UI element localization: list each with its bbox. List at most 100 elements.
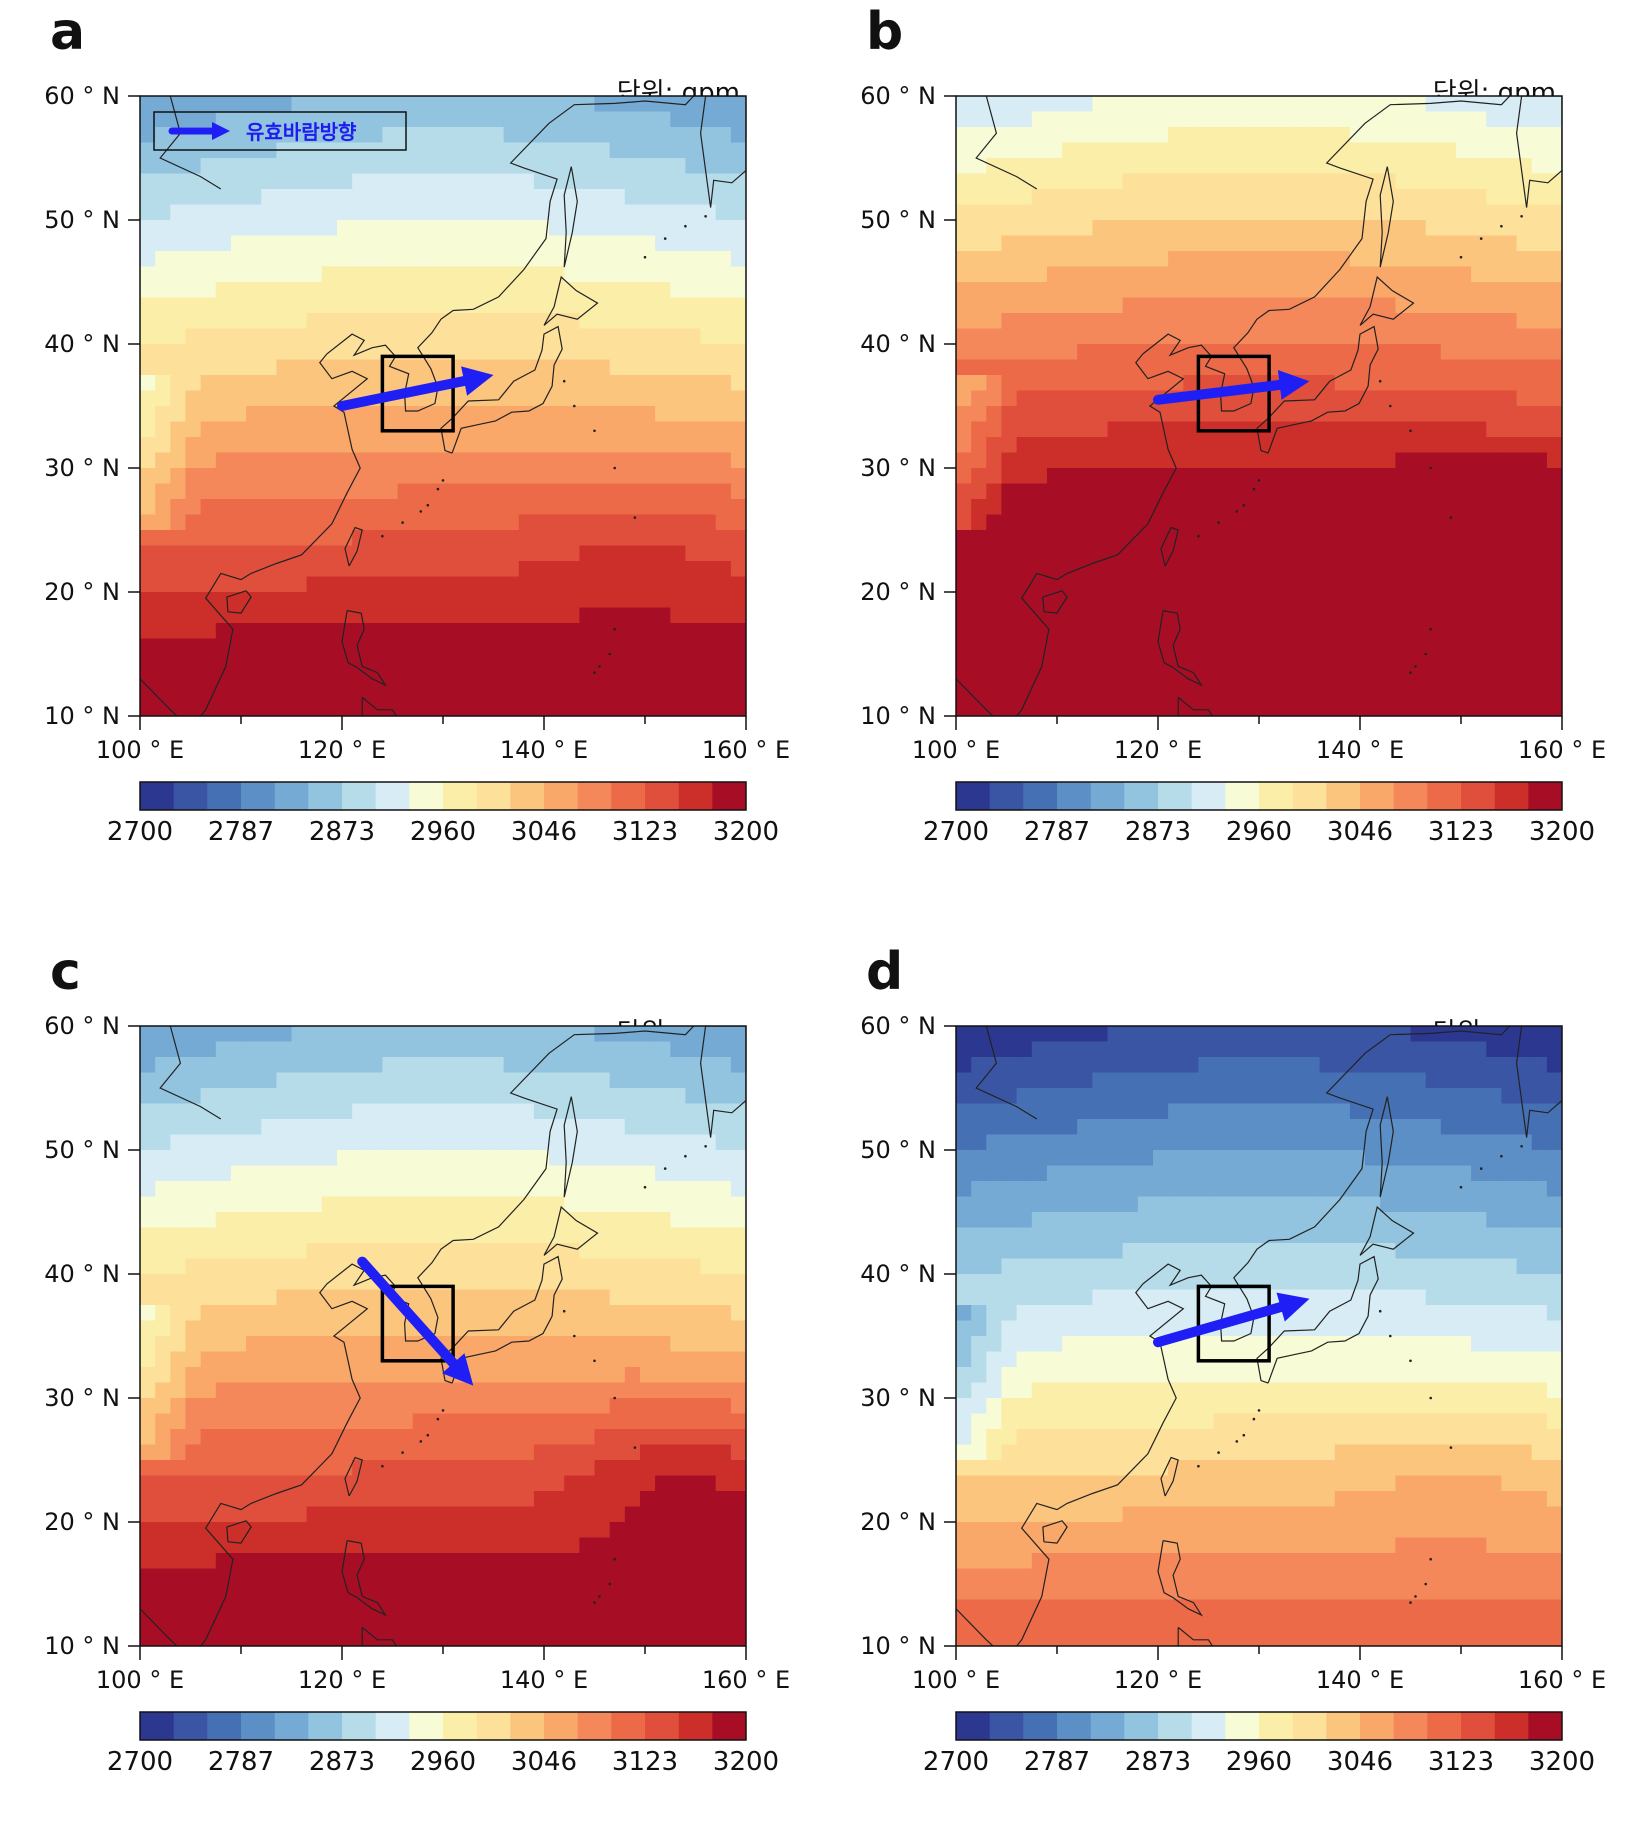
colorbar: 2700 2787 2873 2960 3046 3123 3200 (923, 1711, 1595, 1777)
lat-label: 10 ° N (44, 1632, 120, 1660)
colorbar-label: 3123 (1428, 1747, 1494, 1777)
lon-label: 100 ° E (96, 1666, 184, 1694)
colorbar-segment (476, 782, 511, 810)
lon-label: 120 ° E (1114, 736, 1202, 764)
colorbar-segment (1393, 782, 1428, 810)
colorbar: 2700 2787 2873 2960 3046 3123 3200 (923, 781, 1595, 847)
panel-letter: b (866, 2, 904, 62)
map-figure: 60 ° N 50 ° N 40 ° N 30 ° N 20 ° N 10 ° N 100 … (44, 1012, 790, 1777)
colorbar-segment (1494, 1712, 1529, 1740)
panel-letter: a (50, 2, 86, 62)
colorbar-label: 3123 (612, 817, 678, 847)
lon-label: 140 ° E (1316, 736, 1404, 764)
lat-label: 10 ° N (44, 702, 120, 730)
map-figure: 60 ° N 50 ° N 40 ° N 30 ° N 20 ° N 10 ° N 100 … (860, 1012, 1606, 1777)
colorbar-segment (308, 1712, 343, 1740)
colorbar-segment (1292, 782, 1327, 810)
colorbar-segment (443, 1712, 478, 1740)
colorbar-segment (241, 1712, 276, 1740)
study-area-box (1196, 1284, 1271, 1363)
colorbar-segment (577, 782, 612, 810)
colorbar-segment (173, 782, 208, 810)
coastlines (956, 1026, 1562, 1646)
colorbar-label: 2787 (1024, 817, 1090, 847)
colorbar-segment (342, 1712, 377, 1740)
lon-label: 160 ° E (702, 736, 790, 764)
lat-label: 60 ° N (860, 82, 936, 110)
colorbar-segment (1427, 1712, 1462, 1740)
lat-label: 50 ° N (44, 1136, 120, 1164)
lat-label: 30 ° N (44, 454, 120, 482)
colorbar-label: 2960 (1226, 1747, 1292, 1777)
colorbar-label: 3200 (1529, 817, 1595, 847)
colorbar-label: 3200 (713, 817, 779, 847)
lat-label: 40 ° N (860, 330, 936, 358)
colorbar-label: 2787 (1024, 1747, 1090, 1777)
colorbar-label: 3123 (612, 1747, 678, 1777)
colorbar-segment (241, 782, 276, 810)
colorbar-segment (207, 1712, 242, 1740)
colorbar-segment (611, 1712, 646, 1740)
colorbar-label: 2787 (208, 817, 274, 847)
wind-arrow-head (1277, 369, 1310, 400)
lat-label: 10 ° N (860, 1632, 936, 1660)
colorbar-segment (1259, 782, 1294, 810)
colorbar-segment (1292, 1712, 1327, 1740)
panel-letter: d (866, 942, 904, 1002)
colorbar-segment (476, 1712, 511, 1740)
colorbar-label: 3046 (511, 817, 577, 847)
lat-label: 50 ° N (860, 1136, 936, 1164)
colorbar-segment (1326, 782, 1361, 810)
colorbar: 2700 2787 2873 2960 3046 3123 3200 (107, 1711, 779, 1777)
colorbar-segment (1158, 782, 1193, 810)
colorbar-segment (1461, 782, 1496, 810)
colorbar-segment (274, 1712, 309, 1740)
colorbar-label: 2960 (410, 817, 476, 847)
colorbar-label: 3046 (1327, 1747, 1393, 1777)
colorbar-segment (1023, 1712, 1058, 1740)
colorbar-segment (409, 1712, 444, 1740)
colorbar-segment (989, 782, 1024, 810)
colorbar-segment (956, 782, 991, 810)
map-figure: 60 ° N 50 ° N 40 ° N 30 ° N 20 ° N 10 ° N 100 … (860, 82, 1606, 847)
colorbar-segment (678, 1712, 713, 1740)
lat-label: 40 ° N (44, 330, 120, 358)
colorbar-segment (678, 782, 713, 810)
wind-arrow-shaft (337, 376, 470, 411)
colorbar-segment (544, 782, 579, 810)
coastlines (956, 96, 1562, 716)
colorbar-segment (1057, 1712, 1092, 1740)
lat-label: 30 ° N (860, 454, 936, 482)
lon-label: 140 ° E (500, 1666, 588, 1694)
lat-label: 20 ° N (44, 1508, 120, 1536)
wind-arrow-head (1276, 1292, 1310, 1322)
colorbar-segment (375, 1712, 410, 1740)
colorbar-label: 2700 (107, 817, 173, 847)
geopotential-field (140, 1026, 746, 1646)
lat-label: 50 ° N (860, 206, 936, 234)
colorbar-segment (1528, 1712, 1563, 1740)
map-figure: 60 ° N 50 ° N 40 ° N 30 ° N 20 ° N 10 ° N 100 … (44, 82, 790, 847)
lon-label: 160 ° E (702, 1666, 790, 1694)
panel-letter: c (50, 942, 81, 1002)
colorbar-segment (1124, 782, 1159, 810)
lon-label: 140 ° E (1316, 1666, 1404, 1694)
map-panel-b: b 단위: gpm 60 ° N 50 ° N 40 ° N 30 ° N 20 ° N… (816, 0, 1616, 900)
colorbar: 2700 2787 2873 2960 3046 3123 3200 (107, 781, 779, 847)
lon-label: 100 ° E (96, 736, 184, 764)
map-panel-c: c 단위: gpm 60 ° N50 ° N40 ° N30 ° N20 ° N… (0, 912, 800, 1812)
colorbar-label: 3123 (1428, 817, 1494, 847)
colorbar-segment (308, 782, 343, 810)
lat-label: 40 ° N (860, 1260, 936, 1288)
colorbar-segment (510, 1712, 545, 1740)
colorbar-segment (989, 1712, 1024, 1740)
lat-label: 40 ° N (44, 1260, 120, 1288)
coastlines (140, 1026, 746, 1646)
colorbar-segment (1158, 1712, 1193, 1740)
coastlines (140, 96, 746, 716)
lon-label: 120 ° E (298, 1666, 386, 1694)
colorbar-segment (1528, 782, 1563, 810)
colorbar-label: 2787 (208, 1747, 274, 1777)
colorbar-segment (1427, 782, 1462, 810)
lon-label: 120 ° E (1114, 1666, 1202, 1694)
